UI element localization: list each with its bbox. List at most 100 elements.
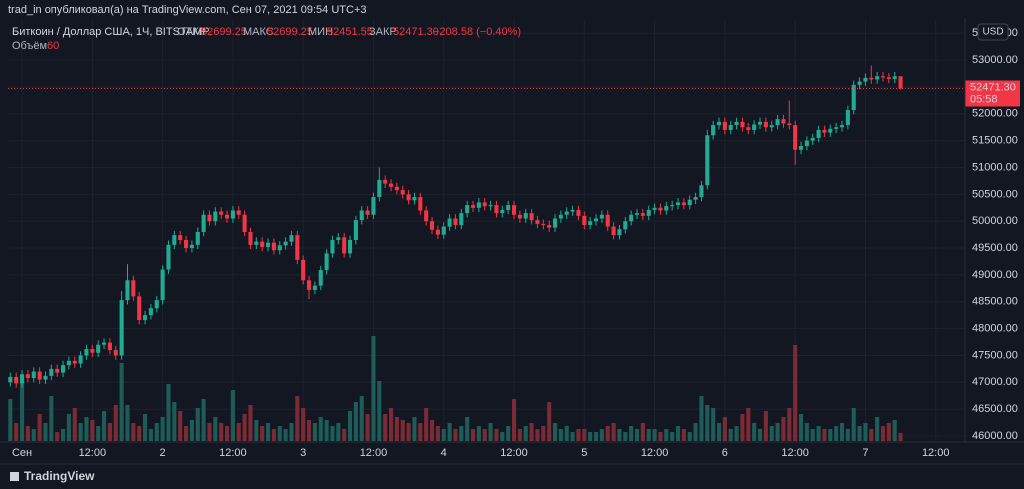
volume-bar [359, 396, 364, 441]
volume-bar [875, 417, 880, 441]
volume-label: Объём [12, 40, 47, 52]
attribution: trad_in опубликовал(а) на TradingView.co… [8, 4, 367, 16]
candle-body [342, 237, 347, 254]
volume-bar [787, 408, 792, 441]
candle-body [634, 213, 640, 215]
volume-bar [839, 423, 845, 441]
volume-bar [740, 414, 745, 441]
candle-body [330, 240, 335, 254]
volume-bar [716, 423, 722, 441]
volume-bar [699, 396, 704, 441]
candle-body [318, 270, 323, 286]
volume-bar [722, 417, 727, 441]
y-tick-label: 48500.00 [972, 296, 1018, 308]
candle-body [418, 197, 423, 211]
volume-bar [605, 426, 610, 441]
candle-body [324, 253, 329, 271]
volume-bar [623, 432, 628, 441]
candle-body [506, 205, 511, 210]
volume-bar [43, 423, 48, 441]
candle-body [898, 76, 903, 89]
volume-bar [230, 390, 235, 441]
candle-body [260, 241, 265, 247]
candle-body [107, 342, 112, 351]
volume-bar [248, 405, 253, 441]
volume-bar [898, 432, 903, 441]
volume-bar [224, 426, 230, 441]
volume-bar [254, 420, 259, 441]
candle-body [189, 244, 194, 249]
volume-bar [863, 423, 868, 441]
x-tick-label: 4 [441, 447, 447, 459]
volume-bar [752, 423, 757, 441]
volume-bar [37, 414, 42, 441]
candle-body [845, 110, 850, 126]
candle-body [383, 179, 388, 184]
x-tick-label: 12:00 [781, 447, 809, 459]
candle-body [265, 242, 271, 247]
volume-bar [640, 423, 645, 441]
volume-bar [880, 426, 886, 441]
volume-bar [664, 429, 669, 441]
x-tick-label: 12:00 [500, 447, 528, 459]
volume-bar [324, 420, 329, 441]
open-label: ОТКР [177, 26, 206, 38]
candle-body [816, 129, 821, 138]
volume-bar [178, 411, 183, 441]
volume-bar [775, 423, 780, 441]
candle-body [529, 213, 534, 221]
high-label: МАКС [243, 26, 274, 38]
volume-bar [265, 423, 271, 441]
volume-bar [213, 417, 218, 441]
volume-bar [84, 417, 89, 441]
candle-body [154, 300, 159, 309]
volume-bar [271, 429, 276, 441]
currency-button[interactable] [977, 23, 1009, 41]
candle-body [652, 207, 657, 210]
currency[interactable]: USD [982, 27, 1003, 38]
candle-body [66, 360, 71, 366]
volume-bar [798, 414, 804, 441]
candle-body [131, 280, 136, 297]
candle-body [769, 125, 774, 128]
candle-body [248, 231, 253, 245]
candle-body [137, 296, 142, 321]
candle-body [822, 129, 827, 133]
candle-body [406, 194, 411, 201]
candle-body [119, 300, 124, 356]
x-tick-label: 12:00 [922, 447, 950, 459]
candle-body [306, 280, 312, 290]
volume-bar [734, 426, 739, 441]
volume-bar [793, 345, 798, 441]
volume-bar [523, 426, 528, 441]
volume-bar [746, 408, 751, 441]
candle-layer [8, 65, 903, 388]
axes: 46000.00 46500.00 47000.00 47500.00 48000.00… [8, 27, 1020, 459]
brand: TradingView [10, 469, 95, 483]
x-tick-label: 5 [581, 447, 587, 459]
candle-body [14, 376, 19, 384]
volume-bar [377, 381, 382, 441]
candle-body [301, 259, 306, 281]
brand-name: TradingView [24, 469, 95, 483]
candle-body [43, 375, 48, 380]
volume-bar [90, 420, 95, 441]
volume-bar [242, 414, 247, 441]
volume-bar [55, 432, 60, 441]
candle-body [429, 221, 435, 230]
price-tag-value: 52471.30 [970, 81, 1016, 93]
volume-bar [845, 429, 850, 441]
volume-bar [283, 429, 288, 441]
volume-bar [435, 426, 440, 441]
candle-body [869, 77, 874, 80]
candle-body [687, 199, 692, 206]
candle-body [377, 179, 382, 198]
x-tick-label: 12:00 [360, 447, 388, 459]
volume-bar [517, 429, 522, 441]
candle-body [160, 269, 165, 301]
volume-bar [424, 408, 429, 441]
candle-body [646, 209, 651, 216]
volume-bar [61, 429, 66, 441]
candle-body [716, 121, 722, 126]
candle-body [102, 342, 107, 345]
